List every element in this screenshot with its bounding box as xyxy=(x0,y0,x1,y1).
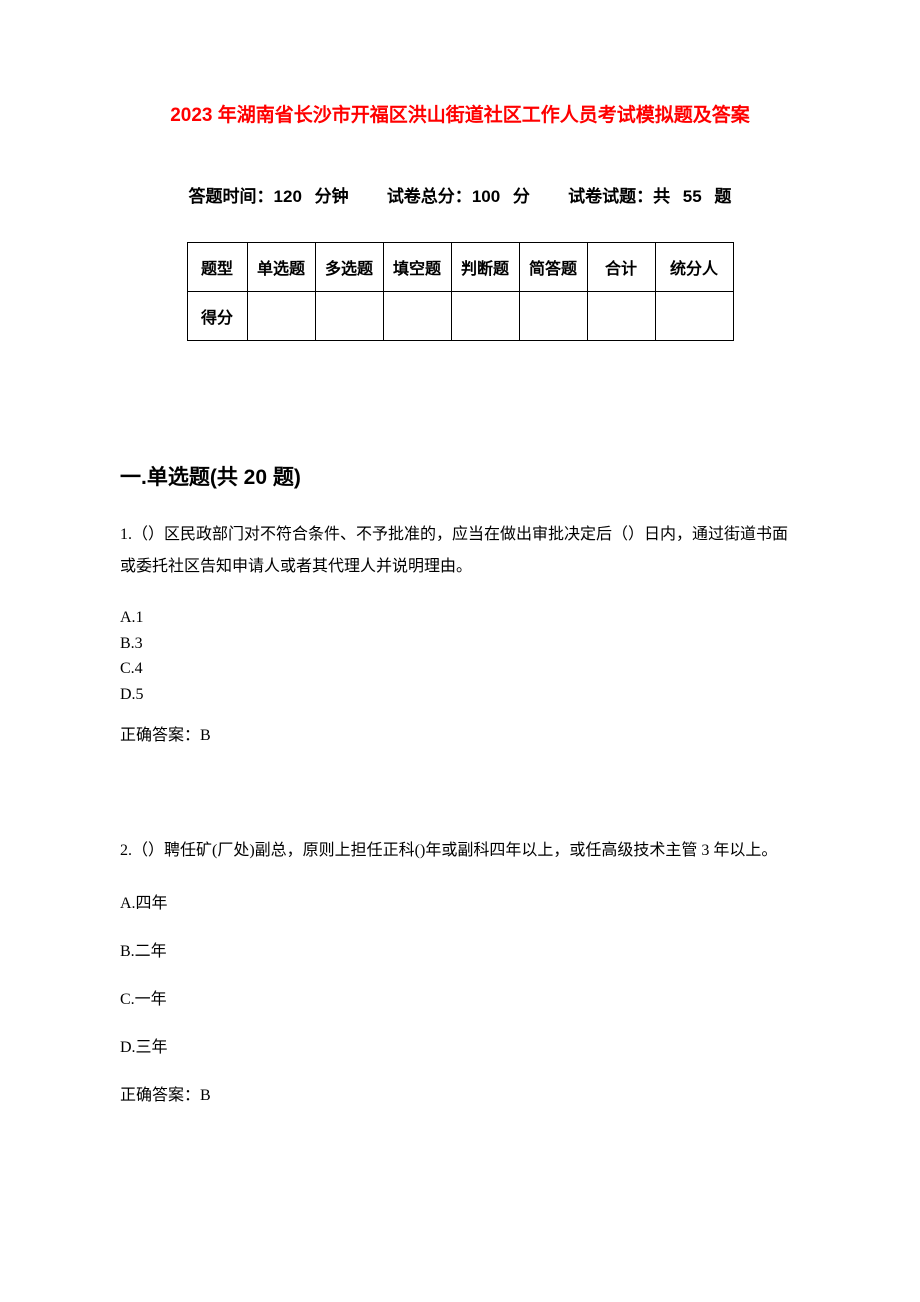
q2-option-b: B.二年 xyxy=(120,937,800,961)
col-judge: 判断题 xyxy=(451,243,519,292)
score-cell xyxy=(247,292,315,341)
table-score-row: 得分 xyxy=(187,292,733,341)
q2-option-c: C.一年 xyxy=(120,985,800,1009)
score-table: 题型 单选题 多选题 填空题 判断题 简答题 合计 统分人 得分 xyxy=(187,242,734,341)
document-title: 2023 年湖南省长沙市开福区洪山街道社区工作人员考试模拟题及答案 xyxy=(120,100,800,127)
exam-meta: 答题时间：120 分钟 试卷总分：100 分 试卷试题：共 55 题 xyxy=(120,182,800,207)
col-single: 单选题 xyxy=(247,243,315,292)
table-header-row: 题型 单选题 多选题 填空题 判断题 简答题 合计 统分人 xyxy=(187,243,733,292)
q1-options: A.1 B.3 C.4 D.5 xyxy=(120,605,800,707)
count-label: 试卷试题： xyxy=(568,187,653,206)
section-heading: 一.单选题(共 20 题) xyxy=(120,461,800,491)
col-fill: 填空题 xyxy=(383,243,451,292)
col-multi: 多选题 xyxy=(315,243,383,292)
q2-text: 2.（）聘任矿(厂处)副总，原则上担任正科()年或副科四年以上，或任高级技术主管… xyxy=(120,835,800,867)
total-label: 试卷总分： xyxy=(387,187,472,206)
q1-answer: 正确答案：B xyxy=(120,721,800,745)
col-short: 简答题 xyxy=(519,243,587,292)
q2-option-d: D.三年 xyxy=(120,1033,800,1057)
time-label: 答题时间： xyxy=(189,187,274,206)
count-value: 共 55 题 xyxy=(653,187,731,206)
score-cell xyxy=(451,292,519,341)
col-total: 合计 xyxy=(587,243,655,292)
row-label-score: 得分 xyxy=(187,292,247,341)
score-cell xyxy=(655,292,733,341)
q2-answer: 正确答案：B xyxy=(120,1081,800,1105)
q1-option-d: D.5 xyxy=(120,682,800,708)
q1-option-b: B.3 xyxy=(120,631,800,657)
col-scorer: 统分人 xyxy=(655,243,733,292)
score-cell xyxy=(519,292,587,341)
score-cell xyxy=(383,292,451,341)
q2-option-a: A.四年 xyxy=(120,889,800,913)
time-value: 120 分钟 xyxy=(274,187,349,206)
q1-text: 1.（）区民政部门对不符合条件、不予批准的，应当在做出审批决定后（）日内，通过街… xyxy=(120,519,800,583)
row-label-type: 题型 xyxy=(187,243,247,292)
score-cell xyxy=(315,292,383,341)
q1-option-a: A.1 xyxy=(120,605,800,631)
q2-options: A.四年 B.二年 C.一年 D.三年 xyxy=(120,889,800,1057)
total-value: 100 分 xyxy=(472,187,530,206)
q1-option-c: C.4 xyxy=(120,656,800,682)
score-cell xyxy=(587,292,655,341)
